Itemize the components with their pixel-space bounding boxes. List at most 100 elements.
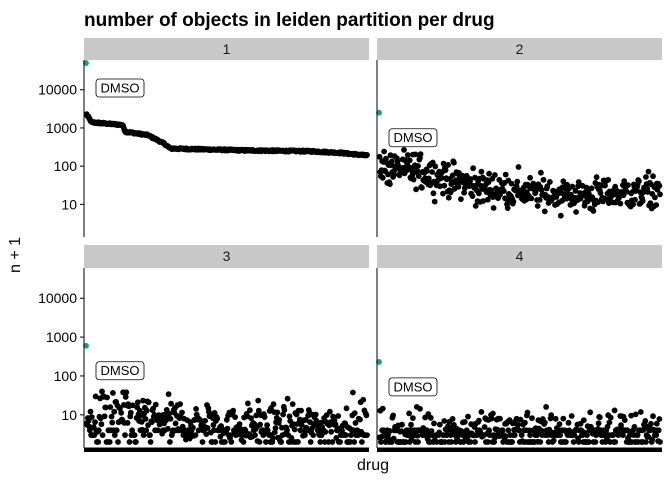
data-point bbox=[101, 413, 108, 420]
data-point bbox=[524, 409, 531, 416]
data-point bbox=[147, 439, 154, 445]
data-point bbox=[106, 439, 113, 445]
data-point bbox=[214, 415, 221, 422]
data-point bbox=[606, 419, 613, 426]
data-point bbox=[406, 410, 412, 417]
data-point bbox=[509, 439, 515, 445]
data-point bbox=[502, 171, 509, 178]
data-point bbox=[447, 432, 454, 438]
data-point bbox=[590, 208, 597, 214]
x-axis-ticks bbox=[84, 448, 369, 452]
data-point bbox=[445, 194, 452, 201]
data-point bbox=[637, 409, 644, 415]
data-point bbox=[596, 414, 603, 421]
data-point bbox=[499, 427, 506, 434]
data-point bbox=[276, 417, 283, 423]
data-point bbox=[307, 439, 314, 445]
data-point bbox=[133, 439, 139, 445]
data-point bbox=[364, 432, 370, 438]
data-point bbox=[312, 411, 319, 418]
data-point bbox=[143, 407, 150, 414]
data-point bbox=[92, 393, 99, 400]
data-point bbox=[197, 416, 203, 423]
data-point bbox=[142, 416, 149, 422]
data-point bbox=[240, 439, 247, 445]
data-point bbox=[518, 432, 525, 438]
facet-strip-label: 2 bbox=[516, 41, 524, 57]
data-point bbox=[516, 427, 523, 434]
data-points bbox=[83, 388, 370, 445]
data-point bbox=[538, 427, 545, 434]
data-point bbox=[504, 205, 511, 212]
data-point bbox=[644, 189, 651, 195]
data-point bbox=[228, 439, 235, 445]
data-point bbox=[645, 168, 652, 175]
data-point bbox=[500, 188, 507, 195]
facet-strip-label: 4 bbox=[516, 248, 524, 264]
data-point bbox=[364, 152, 370, 158]
data-point bbox=[177, 401, 184, 407]
data-point bbox=[379, 405, 386, 412]
data-point bbox=[167, 439, 173, 445]
data-point bbox=[410, 415, 416, 421]
data-point bbox=[522, 419, 528, 426]
data-point bbox=[481, 424, 488, 430]
data-point bbox=[657, 191, 663, 198]
data-point bbox=[653, 420, 660, 427]
data-point bbox=[451, 159, 457, 166]
data-point bbox=[469, 193, 476, 200]
data-point bbox=[381, 148, 387, 155]
data-point bbox=[291, 426, 298, 433]
data-point bbox=[573, 209, 579, 215]
data-point bbox=[302, 417, 309, 423]
data-point bbox=[621, 417, 628, 423]
dmso-point bbox=[83, 60, 89, 66]
facet-strip-label: 1 bbox=[223, 41, 231, 57]
data-point bbox=[440, 160, 447, 167]
data-point bbox=[544, 183, 551, 190]
data-point bbox=[650, 413, 656, 420]
data-point bbox=[617, 200, 624, 207]
data-point bbox=[612, 439, 619, 445]
data-point bbox=[419, 184, 425, 191]
data-point bbox=[409, 172, 416, 179]
data-point bbox=[406, 157, 413, 164]
data-point bbox=[478, 168, 485, 175]
data-point bbox=[461, 419, 468, 425]
data-point bbox=[165, 391, 172, 398]
data-point bbox=[656, 182, 663, 189]
data-point bbox=[113, 427, 120, 434]
data-point bbox=[550, 437, 557, 444]
data-point bbox=[593, 174, 600, 181]
data-point bbox=[343, 405, 350, 412]
data-point bbox=[527, 174, 533, 181]
data-point bbox=[264, 422, 270, 428]
data-point bbox=[632, 196, 638, 203]
y-tick-label: 10000 bbox=[38, 290, 77, 306]
data-point bbox=[110, 390, 116, 396]
data-point bbox=[193, 406, 200, 412]
data-point bbox=[92, 419, 98, 425]
data-point bbox=[541, 208, 548, 215]
data-point bbox=[643, 439, 649, 445]
data-point bbox=[167, 415, 174, 422]
data-point bbox=[449, 416, 456, 422]
data-point bbox=[335, 413, 342, 419]
data-point bbox=[480, 198, 487, 204]
dmso-label: DMSO bbox=[394, 130, 433, 145]
data-point bbox=[492, 172, 498, 178]
data-point bbox=[87, 408, 94, 415]
data-point bbox=[628, 412, 635, 419]
y-tick-label: 10 bbox=[61, 407, 77, 423]
data-point bbox=[470, 165, 476, 172]
data-point bbox=[328, 428, 335, 435]
y-tick-label: 1000 bbox=[46, 120, 77, 136]
data-point bbox=[230, 407, 237, 414]
data-point bbox=[580, 417, 587, 424]
data-point bbox=[413, 186, 419, 193]
data-point bbox=[543, 404, 549, 410]
data-point bbox=[399, 421, 405, 428]
data-point bbox=[136, 407, 143, 414]
data-point bbox=[401, 147, 407, 153]
data-point bbox=[436, 421, 443, 428]
